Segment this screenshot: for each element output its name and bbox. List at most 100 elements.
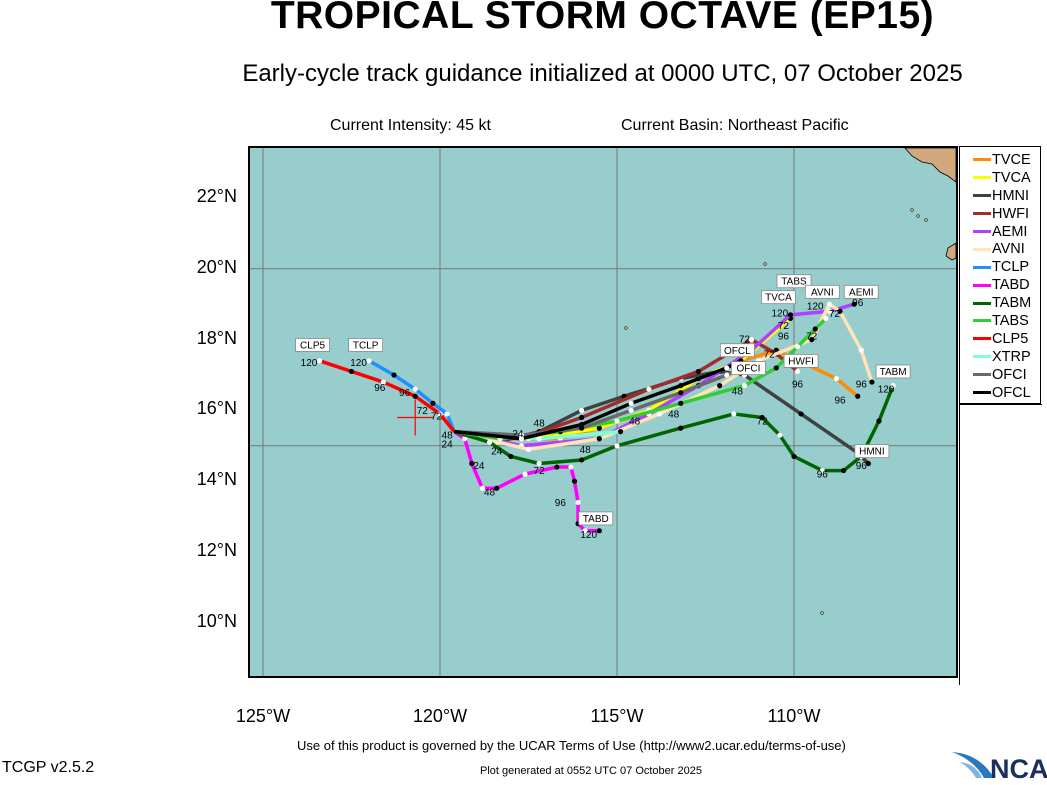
track-point bbox=[568, 464, 574, 470]
track-point bbox=[678, 425, 684, 431]
track-point bbox=[678, 390, 684, 396]
track-point bbox=[522, 471, 528, 477]
model-end-label: HWFI bbox=[783, 353, 819, 368]
lat-tick-label: 14°N bbox=[196, 469, 237, 490]
model-end-label: OFCI bbox=[731, 361, 766, 376]
label-box bbox=[719, 343, 755, 358]
legend-swatch bbox=[973, 194, 991, 198]
lat-tick-label: 12°N bbox=[196, 540, 237, 560]
track-point bbox=[819, 467, 825, 474]
forecast-hour-label: 72 bbox=[806, 332, 818, 343]
label-box bbox=[783, 353, 819, 368]
track-tabm bbox=[453, 384, 895, 473]
forecast-hour-label: 48 bbox=[534, 418, 546, 429]
forecast-hour-label: 24 bbox=[512, 429, 524, 440]
track-point bbox=[695, 368, 702, 375]
legend-item-tabd: TABD bbox=[960, 276, 1040, 294]
lat-tick-label: 18°N bbox=[196, 327, 237, 348]
track-point bbox=[366, 358, 372, 364]
forecast-hour-label: 72 bbox=[764, 349, 776, 360]
track-point bbox=[851, 301, 857, 307]
track-point bbox=[741, 383, 748, 389]
track-point bbox=[840, 467, 847, 474]
track-point bbox=[837, 308, 843, 314]
track-point bbox=[759, 414, 765, 421]
track-point bbox=[717, 383, 723, 389]
forecast-hour-label: 24 bbox=[491, 447, 503, 458]
track-point bbox=[614, 443, 620, 449]
lon-tick-label: 115°W bbox=[590, 706, 644, 726]
track-point bbox=[469, 460, 475, 467]
ncar-logo-text: NCAR bbox=[990, 754, 1047, 780]
track-point bbox=[865, 460, 871, 467]
track-point bbox=[596, 528, 602, 534]
forecast-hour-label: 72 bbox=[739, 335, 751, 346]
forecast-hour-label: 96 bbox=[374, 383, 386, 394]
track-point bbox=[391, 372, 397, 378]
island bbox=[916, 214, 920, 218]
forecast-hour-label: 48 bbox=[629, 417, 641, 428]
track-point bbox=[628, 407, 634, 413]
track-point bbox=[412, 386, 418, 392]
legend-item-hmni: HMNI bbox=[960, 187, 1040, 205]
current-intensity: Current Intensity: 45 kt bbox=[330, 117, 491, 134]
label-text: TABD bbox=[583, 514, 609, 525]
track-point bbox=[494, 485, 500, 491]
forecast-hour-label: 72 bbox=[829, 309, 841, 320]
track-point bbox=[833, 375, 840, 382]
legend-item-clp5: CLP5 bbox=[960, 330, 1040, 348]
legend-swatch bbox=[973, 212, 991, 216]
track-point bbox=[554, 464, 560, 470]
forecast-hour-label: 96 bbox=[817, 470, 829, 481]
legend-item-avni: AVNI bbox=[960, 240, 1040, 258]
forecast-hour-label: 120 bbox=[301, 358, 318, 369]
track-point bbox=[579, 457, 585, 463]
land-mexico bbox=[904, 148, 956, 183]
label-text: OFCI bbox=[736, 364, 760, 375]
legend-label: TABS bbox=[992, 312, 1029, 329]
model-end-label: HMNI bbox=[854, 444, 890, 459]
track-point bbox=[536, 460, 542, 467]
model-end-label: TCLP bbox=[348, 338, 384, 352]
track-point bbox=[876, 418, 882, 424]
forecast-hour-label: 72 bbox=[757, 417, 769, 428]
track-point bbox=[486, 439, 493, 445]
track-point bbox=[579, 414, 585, 421]
legend-item-hwfi: HWFI bbox=[960, 205, 1040, 223]
legend-swatch bbox=[973, 176, 991, 180]
land-baja bbox=[945, 242, 956, 261]
forecast-hour-label: 72 bbox=[417, 406, 429, 417]
lat-tick-label: 22°N bbox=[196, 186, 237, 206]
legend-swatch bbox=[973, 230, 991, 233]
legend-item-xtrp: XTRP bbox=[960, 348, 1040, 366]
terms-of-use: Use of this product is governed by the U… bbox=[297, 738, 846, 753]
model-end-label: TABD bbox=[578, 511, 614, 526]
track-point bbox=[656, 411, 663, 417]
track-point bbox=[787, 312, 794, 318]
model-end-label: TABM bbox=[875, 364, 911, 379]
legend-label: CLP5 bbox=[992, 330, 1029, 347]
forecast-hour-label: 96 bbox=[792, 379, 804, 390]
track-point bbox=[412, 393, 418, 399]
track-point bbox=[678, 383, 684, 389]
legend-swatch bbox=[973, 373, 991, 377]
forecast-hour-label: 24 bbox=[473, 461, 485, 472]
track-point bbox=[748, 337, 755, 343]
track-point bbox=[575, 499, 581, 506]
forecast-hour-label: 48 bbox=[484, 487, 496, 498]
forecast-hour-label: 96 bbox=[834, 395, 846, 406]
track-point bbox=[858, 347, 864, 353]
label-box bbox=[875, 364, 911, 379]
label-text: TABM bbox=[880, 367, 907, 378]
model-end-label: AEMI bbox=[843, 284, 879, 299]
track-point bbox=[430, 400, 436, 406]
model-end-label: OFCL bbox=[719, 343, 755, 358]
track-point bbox=[809, 337, 815, 343]
label-box bbox=[804, 284, 840, 299]
legend-swatch bbox=[973, 283, 991, 287]
label-box bbox=[761, 290, 796, 305]
legend-label: XTRP bbox=[992, 348, 1031, 365]
track-clp5 bbox=[319, 359, 456, 433]
legend-frame bbox=[959, 404, 1042, 685]
